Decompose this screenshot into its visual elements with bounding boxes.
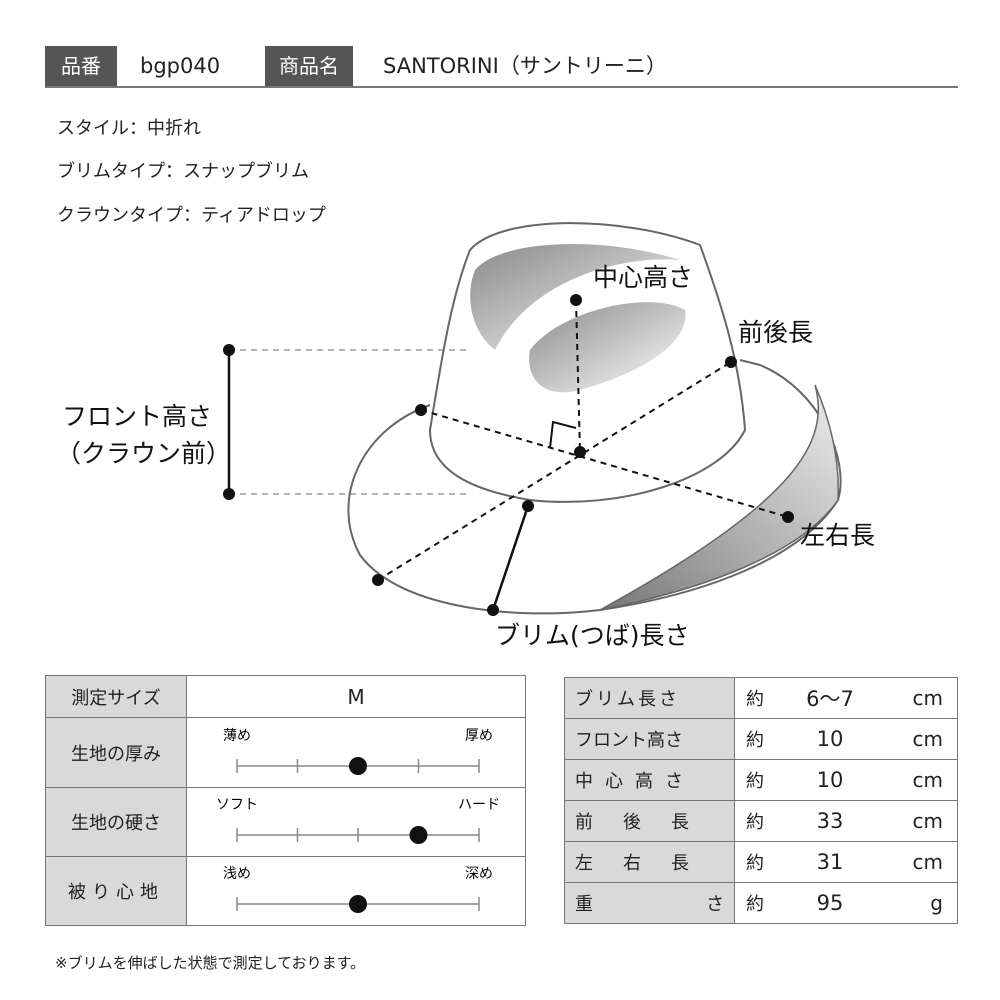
- front-height-label: （クラウン前）: [56, 439, 231, 468]
- scale-dot: [349, 895, 367, 913]
- crown-dent: [529, 302, 686, 393]
- approx: 約: [734, 841, 775, 883]
- approx: 約: [734, 677, 775, 719]
- left-right-label: 左右長: [800, 521, 875, 550]
- unit: cm: [885, 677, 958, 719]
- scale-low: 浅め: [223, 866, 251, 882]
- size-label: 中心高さ: [564, 759, 735, 801]
- brim-shade: [599, 384, 840, 611]
- front-back-label: 前後長: [738, 318, 813, 347]
- scale-low: ソフト: [216, 797, 258, 813]
- size-value: 33: [775, 800, 885, 842]
- approx: 約: [734, 759, 775, 801]
- code: bgp040: [140, 54, 221, 78]
- scale-high: 厚め: [465, 728, 493, 744]
- point: [782, 511, 794, 523]
- size-row: 前後長約 33 cm: [564, 800, 958, 842]
- size-value: 10: [775, 759, 885, 801]
- point: [223, 344, 235, 356]
- scale-low: 薄め: [223, 728, 251, 744]
- point: [415, 404, 427, 416]
- feel-row: 被り心地 浅め 深め: [45, 856, 526, 926]
- scale-dot: [409, 826, 428, 844]
- feel-table: 測定サイズ M 生地の厚み 薄め 厚め生地の硬さ ソフト ハード被り心地 浅め 深め: [45, 675, 526, 926]
- center-height-label: 中心高さ: [593, 263, 693, 292]
- unit: cm: [885, 759, 958, 801]
- scale-dot: [349, 756, 367, 775]
- brim-length-label: ブリム(つば)長さ: [495, 621, 690, 650]
- approx: 約: [734, 800, 775, 842]
- size-value: 31: [775, 841, 885, 883]
- unit: g: [885, 882, 958, 924]
- point: [574, 446, 586, 458]
- point: [487, 604, 499, 616]
- right-angle: [549, 420, 577, 449]
- size-label: ブリム長さ: [564, 677, 735, 719]
- point: [725, 356, 737, 368]
- header-rule: [45, 86, 958, 88]
- point: [372, 574, 384, 586]
- feel-label: 被り心地: [45, 856, 187, 926]
- feel-scale-cell: 浅め 深め: [186, 856, 526, 926]
- feel-scale-cell: 薄め 厚め: [186, 717, 526, 788]
- size-label: 測定サイズ: [45, 675, 187, 718]
- feel-scale-cell: ソフト ハード: [186, 787, 526, 857]
- size-row: 重さ約 95 g: [564, 882, 958, 924]
- approx: 約: [734, 718, 775, 760]
- size-label: 重さ: [564, 882, 735, 924]
- product-name: SANTORINI（サントリーニ）: [383, 54, 667, 78]
- feel-row: 生地の硬さ ソフト ハード: [45, 787, 526, 857]
- unit: cm: [885, 718, 958, 760]
- approx: 約: [734, 882, 775, 924]
- scale-high: 深め: [465, 866, 493, 882]
- size-row: フロント高さ約 10 cm: [564, 718, 958, 760]
- spec: クラウンタイプ：ティアドロップ: [57, 205, 326, 226]
- code-label: 品番: [45, 46, 117, 86]
- size-value: 6〜7: [775, 677, 885, 719]
- spec: ブリムタイプ：スナップブリム: [57, 161, 309, 182]
- size-value: 95: [775, 882, 885, 924]
- size-value: 10: [775, 718, 885, 760]
- feel-label: 生地の硬さ: [45, 787, 187, 857]
- point: [223, 488, 235, 500]
- size-value: M: [186, 675, 526, 718]
- spec: スタイル：中折れ: [57, 118, 201, 139]
- feel-row: 生地の厚み 薄め 厚め: [45, 717, 526, 788]
- point: [522, 500, 534, 512]
- size-label: 左右長: [564, 841, 735, 883]
- brim-line: [491, 505, 530, 611]
- size-label: フロント高さ: [564, 718, 735, 760]
- unit: cm: [885, 800, 958, 842]
- name-label: 商品名: [265, 46, 353, 86]
- crown-dent: [470, 243, 680, 350]
- size-row: ブリム長さ約 6〜7 cm: [564, 677, 958, 719]
- center-line: [575, 299, 581, 453]
- point: [570, 294, 582, 306]
- footnote: ※ブリムを伸ばした状態で測定しております。: [55, 954, 366, 972]
- width-line: [420, 409, 789, 518]
- size-label: 前後長: [564, 800, 735, 842]
- feel-scale: 薄め 厚め: [223, 728, 493, 775]
- size-row: 中心高さ約 10 cm: [564, 759, 958, 801]
- size-row: 左右長約 31 cm: [564, 841, 958, 883]
- feel-scale: 浅め 深め: [223, 866, 493, 913]
- size-table: ブリム長さ約 6〜7 cm フロント高さ約 10 cm 中心高さ約 10 cm 前後長約 33 cm 左…: [564, 677, 958, 924]
- scale-high: ハード: [458, 797, 500, 813]
- feel-scale: ソフト ハード: [216, 797, 500, 844]
- hat-diagram: 中心高さ 前後長 フロント高さ （クラウン前） 左右長 ブリム(つば)長さ: [56, 222, 875, 650]
- length-line: [377, 361, 732, 581]
- feel-label: 生地の厚み: [45, 717, 187, 788]
- front-height-label: フロント高さ: [62, 402, 212, 431]
- unit: cm: [885, 841, 958, 883]
